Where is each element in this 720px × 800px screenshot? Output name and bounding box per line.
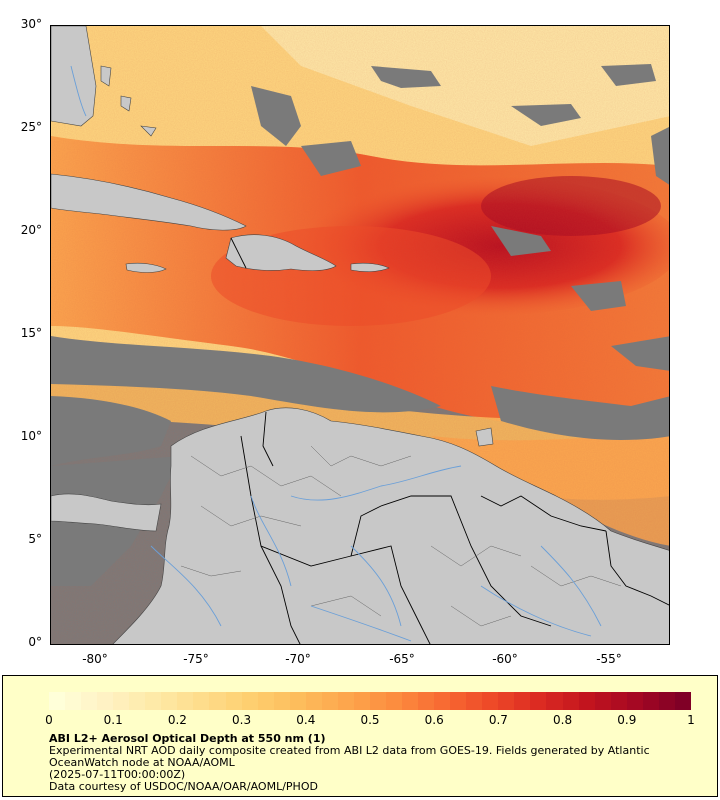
colorbar-swatch [161, 692, 178, 710]
legend-date: (2025-07-11T00:00:00Z) [49, 768, 186, 781]
colorbar-swatch [273, 692, 290, 710]
lat-label: 15° [20, 326, 42, 340]
colorbar-swatch [418, 692, 435, 710]
colorbar-swatch [466, 692, 483, 710]
colorbar-tick-label: 0.1 [103, 713, 123, 727]
land-bahamas [100, 65, 157, 137]
land-puerto-rico [350, 262, 390, 272]
borders [230, 237, 669, 644]
colorbar-swatch [257, 692, 274, 710]
colorbar-tick-label: 0.5 [360, 713, 380, 727]
lat-label: 30° [20, 17, 42, 31]
colorbar-swatch [353, 692, 370, 710]
colorbar-swatch [241, 692, 258, 710]
admin-borders [180, 445, 622, 627]
land-trinidad [475, 427, 494, 447]
colorbar-swatch [209, 692, 226, 710]
colorbar-swatch [610, 692, 627, 710]
colorbar-swatch [578, 692, 595, 710]
colorbar-swatch [562, 692, 579, 710]
colorbar-swatch [145, 692, 162, 710]
colorbar-swatch [626, 692, 643, 710]
land-cuba [51, 173, 247, 231]
lat-label: 5° [28, 532, 42, 546]
colorbar-swatch [642, 692, 659, 710]
colorbar-swatch [482, 692, 499, 710]
lon-label: -75° [183, 652, 209, 666]
colorbar-swatch [402, 692, 419, 710]
colorbar-swatch [658, 692, 675, 710]
rivers [70, 65, 602, 642]
colorbar-tick-label: 1 [687, 713, 695, 727]
lat-label: 10° [20, 429, 42, 443]
colorbar-swatch [434, 692, 451, 710]
lat-label: 20° [20, 223, 42, 237]
colorbar-swatch [49, 692, 66, 710]
colorbar-swatch [113, 692, 130, 710]
colorbar-swatch [385, 692, 403, 710]
land-central-america [51, 493, 162, 532]
colorbar-swatch [674, 692, 691, 710]
colorbar-swatch [65, 692, 82, 710]
colorbar [49, 692, 691, 710]
lon-label: -65° [389, 652, 415, 666]
lat-label: 0° [28, 635, 42, 649]
colorbar-tick-label: 0.7 [488, 713, 508, 727]
aod-map [50, 25, 670, 645]
legend-credit: Data courtesy of USDOC/NOAA/OAR/AOML/PHO… [49, 780, 318, 793]
colorbar-tick-label: 0.8 [553, 713, 573, 727]
colorbar-swatch [81, 692, 98, 710]
lon-label: -80° [82, 652, 108, 666]
colorbar-swatch [369, 692, 386, 710]
colorbar-swatch [129, 692, 146, 710]
colorbar-swatch [337, 692, 354, 710]
colorbar-tick-label: 0.4 [296, 713, 316, 727]
colorbar-swatch [514, 692, 531, 710]
lon-label: -60° [492, 652, 518, 666]
colorbar-swatch [498, 692, 515, 710]
legend-description: Experimental NRT AOD daily composite cre… [49, 744, 650, 769]
lat-label: 25° [20, 120, 42, 134]
land-hispaniola [225, 234, 337, 271]
colorbar-tick-label: 0 [45, 713, 53, 727]
colorbar-tick-label: 0.3 [232, 713, 252, 727]
colorbar-tick-label: 0.2 [167, 713, 187, 727]
colorbar-tick-label: 0.6 [424, 713, 444, 727]
colorbar-swatch [450, 692, 467, 710]
colorbar-swatch [305, 692, 322, 710]
colorbar-swatch [97, 692, 114, 710]
colorbar-swatch [177, 692, 194, 710]
colorbar-swatch [289, 692, 306, 710]
colorbar-tick-label: 0.9 [617, 713, 637, 727]
colorbar-swatch [546, 692, 563, 710]
colorbar-swatch [193, 692, 210, 710]
legend-panel: 0 0.1 0.2 0.3 0.4 0.5 0.6 0.7 0.8 0.9 1 ABI L2+ Ae… [2, 675, 718, 797]
lon-label: -70° [285, 652, 311, 666]
land-jamaica [125, 262, 167, 273]
lon-label: -55° [596, 652, 622, 666]
colorbar-swatch [225, 692, 242, 710]
colorbar-swatch [530, 692, 547, 710]
nodata-patches [51, 64, 669, 586]
legend-text: ABI L2+ Aerosol Optical Depth at 550 nm … [49, 733, 689, 793]
map-canvas [51, 26, 669, 644]
legend-title: ABI L2+ Aerosol Optical Depth at 550 nm … [49, 732, 326, 745]
colorbar-swatch [321, 692, 338, 710]
colorbar-swatch [594, 692, 611, 710]
